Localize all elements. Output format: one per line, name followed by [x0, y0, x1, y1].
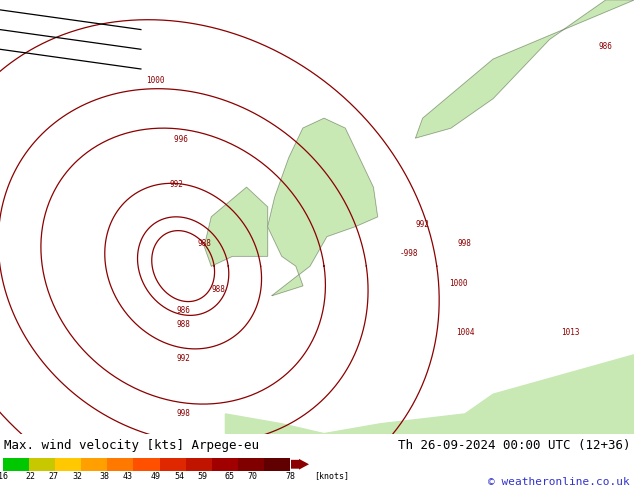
- Bar: [238, 458, 264, 470]
- Text: 32: 32: [72, 471, 82, 481]
- Polygon shape: [268, 118, 378, 295]
- Text: 59: 59: [197, 471, 207, 481]
- Text: 992: 992: [176, 354, 190, 363]
- Polygon shape: [204, 187, 268, 266]
- Text: 49: 49: [151, 471, 161, 481]
- Text: 43: 43: [123, 471, 133, 481]
- Text: 988: 988: [197, 240, 211, 248]
- Text: 986: 986: [599, 42, 612, 51]
- Text: 70: 70: [248, 471, 258, 481]
- Text: 996: 996: [174, 135, 192, 144]
- Text: 38: 38: [100, 471, 110, 481]
- Text: 988: 988: [176, 320, 190, 329]
- Bar: [55, 458, 81, 470]
- Text: -998: -998: [399, 249, 418, 258]
- Text: 1013: 1013: [561, 328, 580, 337]
- Text: 65: 65: [225, 471, 235, 481]
- Bar: [264, 458, 290, 470]
- Text: 78: 78: [285, 471, 295, 481]
- Text: 998: 998: [176, 409, 190, 418]
- Text: 1000: 1000: [449, 279, 467, 288]
- Bar: [3, 458, 29, 470]
- Bar: [186, 458, 212, 470]
- Text: © weatheronline.co.uk: © weatheronline.co.uk: [488, 477, 630, 487]
- Bar: [133, 458, 160, 470]
- Bar: [29, 458, 55, 470]
- Text: 988: 988: [212, 285, 225, 294]
- Text: 1004: 1004: [456, 328, 474, 337]
- Text: 992: 992: [169, 180, 183, 189]
- Text: Max. wind velocity [kts] Arpege-eu: Max. wind velocity [kts] Arpege-eu: [4, 440, 259, 452]
- Bar: [107, 458, 133, 470]
- Text: 54: 54: [174, 471, 184, 481]
- FancyArrow shape: [291, 459, 309, 469]
- Text: 998: 998: [458, 240, 472, 248]
- Text: 992: 992: [416, 220, 430, 229]
- Polygon shape: [226, 355, 634, 434]
- Text: 27: 27: [49, 471, 59, 481]
- Text: [knots]: [knots]: [314, 471, 349, 481]
- Text: 22: 22: [26, 471, 36, 481]
- Polygon shape: [416, 0, 634, 138]
- Bar: [160, 458, 186, 470]
- Bar: [81, 458, 107, 470]
- Text: 16: 16: [0, 471, 8, 481]
- Text: Th 26-09-2024 00:00 UTC (12+36): Th 26-09-2024 00:00 UTC (12+36): [398, 440, 630, 452]
- Bar: [212, 458, 238, 470]
- Text: 1000: 1000: [146, 76, 164, 85]
- Text: 986: 986: [176, 306, 190, 316]
